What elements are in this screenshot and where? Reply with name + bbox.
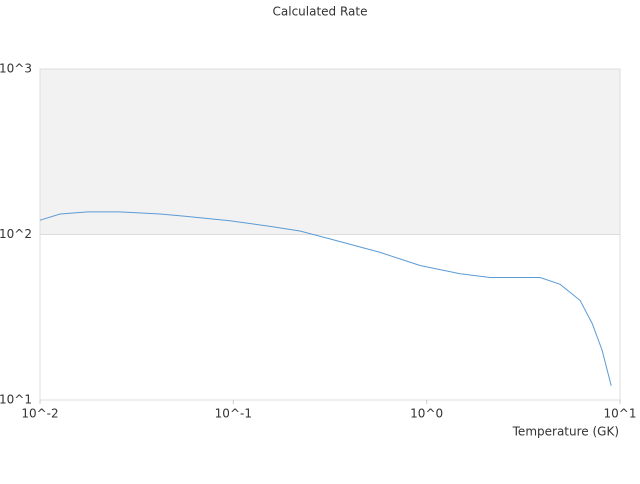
x-axis-label: Temperature (GK) <box>512 425 619 439</box>
y-tick-label: 10^1 <box>0 393 32 407</box>
x-tick-label: 10^1 <box>604 407 637 421</box>
x-tick-label: 10^0 <box>410 407 443 421</box>
x-tick-label: 10^-2 <box>21 407 58 421</box>
plot-band <box>40 69 620 235</box>
chart-title: Calculated Rate <box>273 5 368 19</box>
line <box>39 211 612 386</box>
y-tick-label: 10^3 <box>0 62 32 76</box>
y-tick-label: 10^2 <box>0 227 32 241</box>
x-tick-label: 10^-1 <box>215 407 252 421</box>
